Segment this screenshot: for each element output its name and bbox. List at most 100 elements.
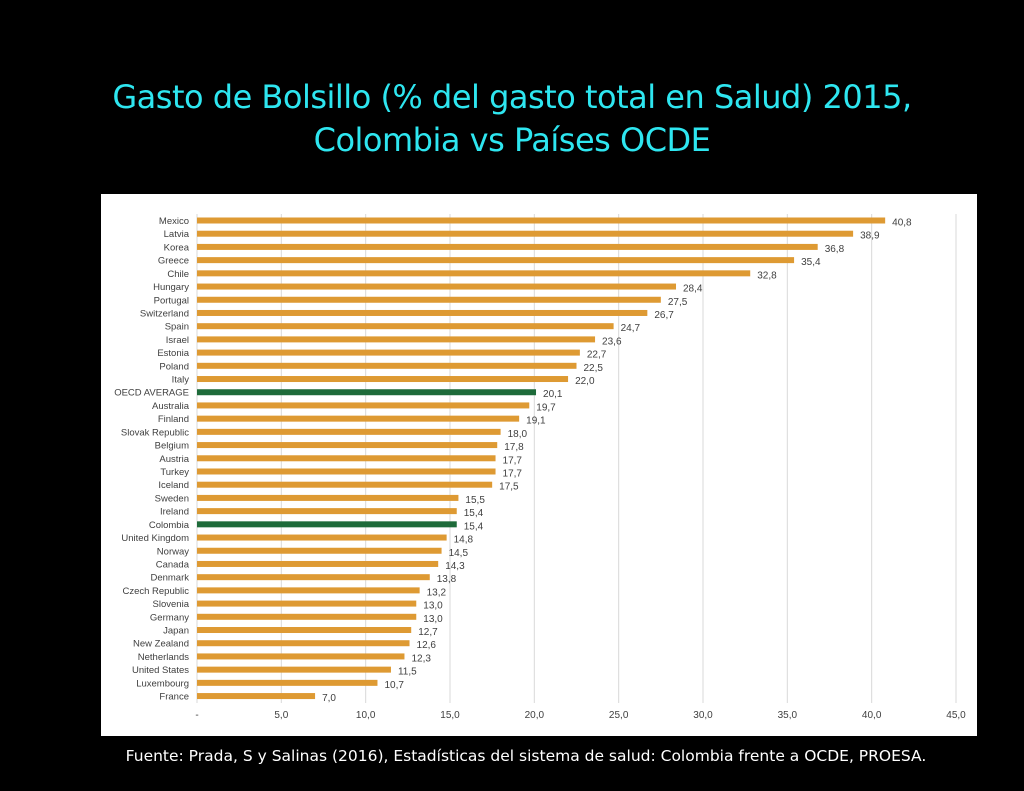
category-label: Greece [158, 256, 189, 267]
value-label: 36,8 [825, 244, 845, 255]
value-label: 19,7 [536, 402, 556, 413]
bar [197, 666, 391, 673]
slide-title: Gasto de Bolsillo (% del gasto total en … [0, 76, 1024, 162]
value-label: 18,0 [508, 429, 528, 440]
x-tick-label: 5,0 [274, 710, 288, 721]
bar [197, 257, 795, 264]
category-label: Germany [150, 612, 189, 623]
category-label: Luxembourg [136, 678, 189, 689]
value-label: 27,5 [668, 297, 688, 308]
x-tick-label: 10,0 [356, 710, 376, 721]
value-label: 13,2 [427, 587, 447, 598]
category-label: Korea [164, 242, 190, 253]
bar [197, 455, 496, 462]
bar [197, 494, 459, 501]
x-tick-label: 20,0 [525, 710, 545, 721]
bar [197, 243, 818, 250]
value-label: 12,6 [417, 640, 437, 651]
value-label: 15,4 [464, 521, 484, 532]
value-label: 20,1 [543, 389, 563, 400]
value-label: 15,5 [465, 495, 485, 506]
value-label: 40,8 [892, 218, 912, 229]
source-note: Fuente: Prada, S y Salinas (2016), Estad… [125, 747, 927, 765]
bar [197, 362, 577, 369]
bar [197, 428, 501, 435]
value-label: 14,8 [454, 535, 474, 546]
category-label: Finland [158, 414, 189, 425]
value-label: 13,0 [423, 601, 443, 612]
category-label: Italy [172, 375, 190, 386]
x-tick-label: 25,0 [609, 710, 629, 721]
bar [197, 402, 530, 409]
slide-title-line1: Gasto de Bolsillo (% del gasto total en … [112, 78, 912, 116]
bar [197, 627, 412, 634]
bar [197, 376, 569, 383]
slide-title-line2: Colombia vs Países OCDE [313, 121, 711, 159]
category-label: New Zealand [133, 639, 189, 650]
bar-chart: - 5,0 10,0 15,0 20,0 25,0 30,0 35,0 40,0 45,0 Mexi… [114, 214, 966, 721]
chart-panel: - 5,0 10,0 15,0 20,0 25,0 30,0 35,0 40,0 45,0 Mexi… [101, 194, 977, 736]
value-label: 17,8 [504, 442, 524, 453]
bar [197, 349, 580, 356]
bar [197, 336, 596, 343]
value-label: 11,5 [398, 667, 417, 678]
category-label: Austria [159, 454, 189, 465]
bar [197, 296, 661, 303]
category-label: Mexico [159, 216, 189, 227]
bar [197, 270, 751, 277]
category-label: Israel [166, 335, 189, 346]
bar [197, 309, 648, 316]
value-label: 22,7 [587, 350, 607, 361]
category-label: Australia [152, 401, 190, 412]
bar [197, 560, 439, 567]
bar [197, 230, 854, 237]
value-label: 38,9 [860, 231, 880, 242]
bar [197, 587, 420, 594]
bar [197, 613, 417, 620]
x-tick-label: 45,0 [946, 710, 966, 721]
category-label: Estonia [157, 348, 189, 359]
bar [197, 468, 496, 475]
value-label: 13,8 [437, 574, 457, 585]
x-tick-label: 40,0 [862, 710, 882, 721]
value-label: 22,0 [575, 376, 595, 387]
bar [197, 217, 886, 224]
value-label: 14,5 [449, 548, 469, 559]
bar [197, 389, 537, 396]
bar [197, 323, 614, 330]
value-label: 17,5 [499, 482, 519, 493]
value-label: 10,7 [384, 680, 404, 691]
bar [197, 600, 417, 607]
value-label: 12,3 [411, 653, 431, 664]
x-tick-label: 35,0 [778, 710, 798, 721]
value-label: 22,5 [584, 363, 604, 374]
value-label: 32,8 [757, 270, 777, 281]
category-label: Colombia [149, 520, 190, 531]
bar [197, 547, 442, 554]
x-tick-label: 30,0 [693, 710, 713, 721]
bar [197, 415, 520, 422]
value-label: 14,3 [445, 561, 465, 572]
x-tick-label: - [195, 710, 198, 721]
category-label: Canada [156, 559, 190, 570]
bar [197, 508, 457, 515]
x-tick-label: 15,0 [440, 710, 460, 721]
value-label: 19,1 [526, 416, 546, 427]
bar [197, 574, 430, 581]
category-label: Poland [159, 361, 189, 372]
category-label: Sweden [155, 493, 189, 504]
bar [197, 481, 493, 488]
category-label: Latvia [164, 229, 190, 240]
bar [197, 640, 410, 647]
category-label: Czech Republic [122, 586, 189, 597]
category-label: United States [132, 665, 189, 676]
value-label: 15,4 [464, 508, 484, 519]
bar [197, 521, 457, 528]
category-label: Netherlands [138, 652, 189, 663]
category-label: Slovak Republic [121, 427, 189, 438]
category-label: Slovenia [153, 599, 190, 610]
bar [197, 653, 405, 660]
value-label: 24,7 [621, 323, 641, 334]
value-label: 23,6 [602, 336, 622, 347]
value-label: 28,4 [683, 284, 703, 295]
